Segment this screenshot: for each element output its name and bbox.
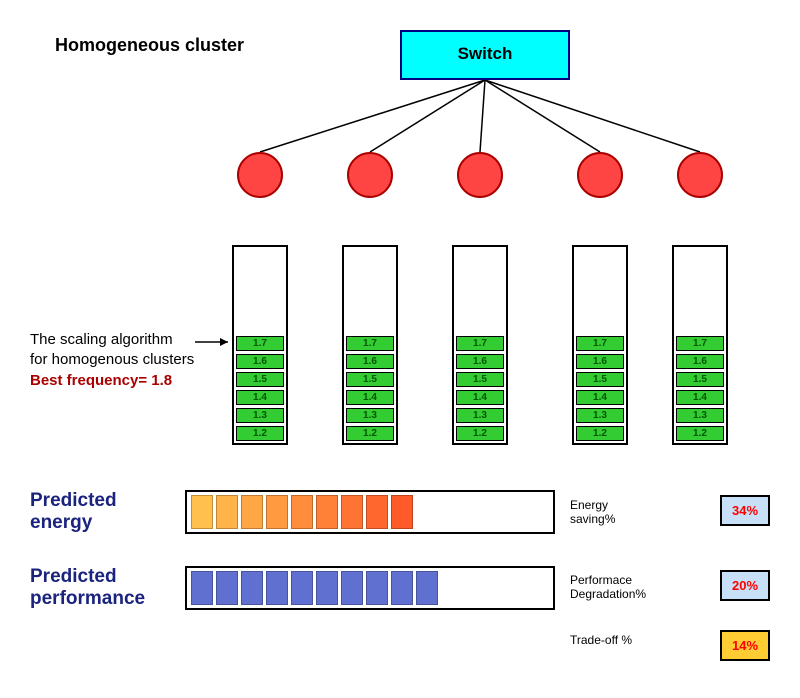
bar-segment (216, 495, 238, 529)
node-circle (457, 152, 503, 198)
freq-cell: 1.7 (456, 336, 504, 351)
freq-cell: 1.4 (576, 390, 624, 405)
freq-cell: 1.5 (456, 372, 504, 387)
freq-cell: 1.5 (676, 372, 724, 387)
bar-segment (316, 571, 338, 605)
predicted-energy-bar (185, 490, 555, 534)
energy-saving-value: 34% (720, 495, 770, 526)
perf-degradation-value: 20% (720, 570, 770, 601)
bar-segment (241, 571, 263, 605)
bar-segment (241, 495, 263, 529)
freq-cell: 1.4 (676, 390, 724, 405)
freq-cell: 1.7 (576, 336, 624, 351)
freq-cell: 1.4 (236, 390, 284, 405)
node-column: 1.7 1.6 1.5 1.4 1.3 1.2 (672, 245, 728, 445)
bar-segment (191, 495, 213, 529)
freq-cell: 1.7 (676, 336, 724, 351)
freq-cell: 1.6 (346, 354, 394, 369)
bar-segment (341, 495, 363, 529)
bar-segment (266, 495, 288, 529)
freq-cell: 1.3 (456, 408, 504, 423)
bar-segment (366, 571, 388, 605)
node-circle (347, 152, 393, 198)
bar-segment (216, 571, 238, 605)
bar-segment (191, 571, 213, 605)
freq-cell: 1.5 (236, 372, 284, 387)
perf-degradation-label: Performace Degradation% (570, 573, 646, 602)
freq-cell: 1.3 (346, 408, 394, 423)
bar-segment (366, 495, 388, 529)
trade-off-value: 14% (720, 630, 770, 661)
freq-cell: 1.7 (236, 336, 284, 351)
freq-cell: 1.4 (456, 390, 504, 405)
freq-cell: 1.3 (676, 408, 724, 423)
bar-segment (391, 571, 413, 605)
freq-cell: 1.2 (456, 426, 504, 441)
energy-saving-label: Energy saving% (570, 498, 615, 527)
node-column: 1.7 1.6 1.5 1.4 1.3 1.2 (572, 245, 628, 445)
page-title: Homogeneous cluster (55, 35, 244, 56)
node-circle (677, 152, 723, 198)
freq-cell: 1.3 (236, 408, 284, 423)
freq-cell: 1.5 (576, 372, 624, 387)
bar-segment (291, 571, 313, 605)
bar-segment (341, 571, 363, 605)
freq-cell: 1.3 (576, 408, 624, 423)
switch-box: Switch (400, 30, 570, 80)
bar-segment (291, 495, 313, 529)
freq-cell: 1.2 (576, 426, 624, 441)
algo-label: The scaling algorithmfor homogenous clus… (30, 330, 194, 391)
predicted-performance-label: Predicted performance (30, 566, 145, 610)
freq-cell: 1.2 (346, 426, 394, 441)
node-column: 1.7 1.6 1.5 1.4 1.3 1.2 (342, 245, 398, 445)
predicted-energy-label: Predicted energy (30, 490, 117, 534)
freq-cell: 1.7 (346, 336, 394, 351)
trade-off-label: Trade-off % (570, 633, 632, 647)
bar-segment (416, 571, 438, 605)
freq-cell: 1.6 (236, 354, 284, 369)
freq-cell: 1.6 (676, 354, 724, 369)
best-frequency: Best frequency= 1.8 (30, 371, 194, 391)
predicted-performance-bar (185, 566, 555, 610)
node-column: 1.7 1.6 1.5 1.4 1.3 1.2 (452, 245, 508, 445)
freq-cell: 1.4 (346, 390, 394, 405)
freq-cell: 1.5 (346, 372, 394, 387)
node-column: 1.7 1.6 1.5 1.4 1.3 1.2 (232, 245, 288, 445)
bar-segment (266, 571, 288, 605)
freq-cell: 1.2 (676, 426, 724, 441)
freq-cell: 1.6 (456, 354, 504, 369)
node-circle (237, 152, 283, 198)
bar-segment (316, 495, 338, 529)
node-circle (577, 152, 623, 198)
freq-cell: 1.2 (236, 426, 284, 441)
bar-segment (391, 495, 413, 529)
freq-cell: 1.6 (576, 354, 624, 369)
